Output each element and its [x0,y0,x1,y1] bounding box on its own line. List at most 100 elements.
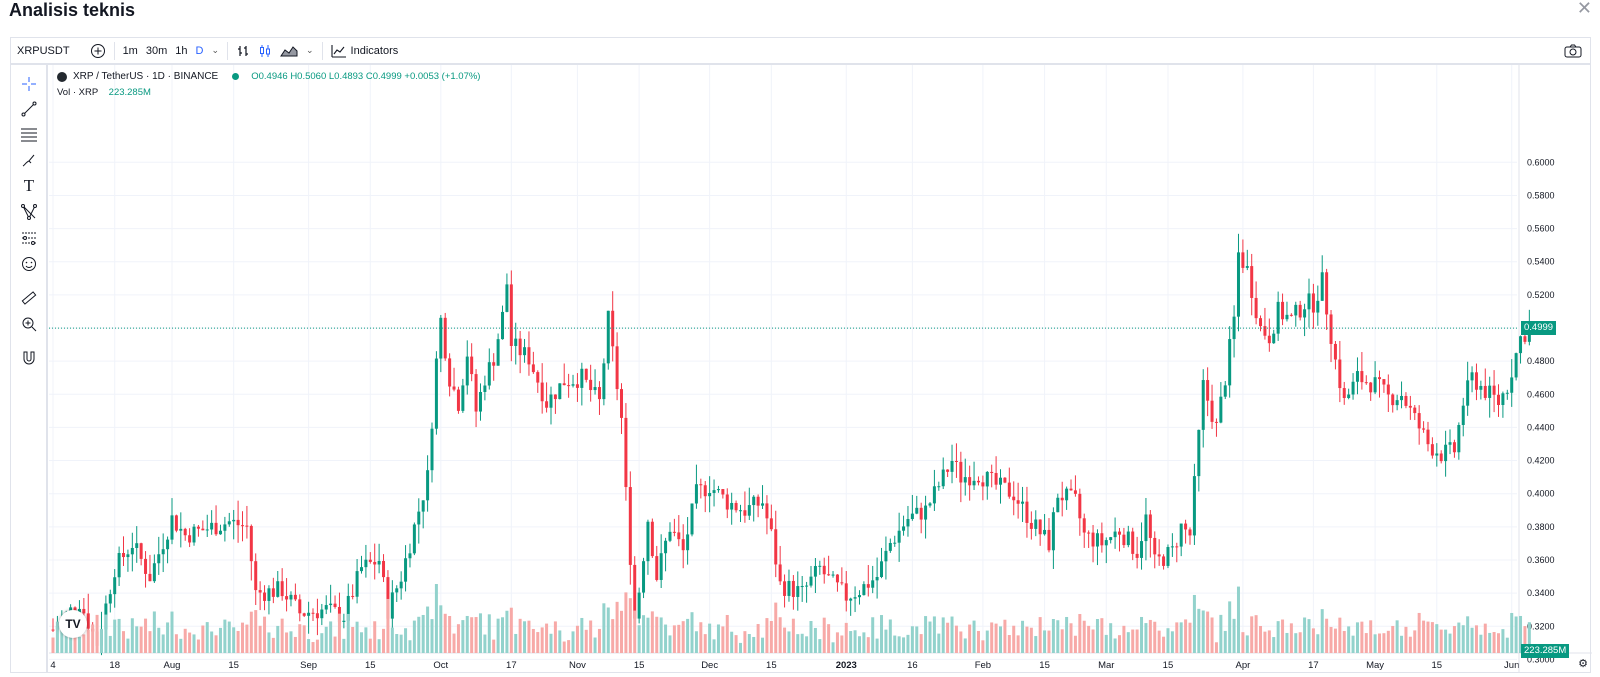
candle-body [1294,304,1298,316]
candles-style-icon[interactable] [254,38,276,63]
x-tick-label: Apr [1235,660,1250,671]
candle-body [1043,529,1047,535]
candle-body [716,489,720,491]
candle-body [1325,272,1329,315]
volume-bar [1175,622,1179,653]
volume-bar [668,635,672,653]
volume-bar [139,626,143,653]
volume-bar [276,625,280,653]
volume-bar [1003,619,1007,653]
volume-bar [196,639,200,653]
area-style-icon[interactable] [276,38,302,63]
candle-body [672,531,676,533]
prediction-icon[interactable] [18,227,40,249]
x-tick-label: 15 [1432,660,1443,671]
chevron-down-icon[interactable]: ⌄ [306,45,314,55]
volume-bar [227,621,231,653]
volume-bar [646,617,650,653]
chart-legend: XRP / TetherUS · 1D · BINANCE O0.4946 H0… [57,71,480,82]
candle-body [1197,429,1201,477]
text-tool-icon[interactable]: T [23,176,35,195]
camera-icon[interactable] [1560,38,1590,63]
brush-icon[interactable] [18,149,40,171]
candle-body [1056,497,1060,513]
candle-body [1364,382,1368,384]
candle-body [271,588,275,597]
volume-bar [1527,622,1531,653]
candle-body [324,605,328,610]
magnet-icon[interactable] [18,347,40,369]
tradingview-logo[interactable]: TV [59,610,87,638]
fib-retracement-icon[interactable] [18,123,40,145]
volume-bar [346,613,350,653]
trend-line-icon[interactable] [18,98,40,120]
indicators-button[interactable]: Indicators [327,38,403,63]
volume-bar [161,634,165,653]
volume-bar [1329,626,1333,653]
volume-bar [1131,629,1135,653]
emoji-icon[interactable] [18,253,40,275]
volume-bar [1461,625,1465,653]
candle-body [703,485,707,497]
interval-1h-button[interactable]: 1h [175,44,188,57]
close-icon[interactable]: ✕ [1576,0,1592,18]
interval-30m-button[interactable]: 30m [145,44,168,57]
volume-bar [787,631,791,653]
volume-bar [1426,621,1430,653]
volume-bar [1192,594,1196,653]
chevron-down-icon[interactable]: ⌄ [211,45,219,55]
candle-body [1474,372,1478,390]
volume-bar [518,618,522,653]
volume-bar [1095,619,1099,653]
volume-bar [289,631,293,653]
candle-body [871,580,875,588]
x-tick-label: 4 [50,660,55,671]
candle-body [267,588,271,601]
ruler-icon[interactable] [18,287,40,309]
volume-bar [461,620,465,653]
crosshair-icon[interactable] [18,73,40,95]
candle-body [210,522,214,530]
volume-bar [1210,617,1214,653]
candle-body [1162,556,1166,566]
x-tick-label: 15 [634,660,645,671]
candle-body [968,477,972,486]
pattern-icon[interactable] [18,201,40,223]
volume-bar [1025,626,1029,653]
volume-bar [1148,619,1152,653]
x-tick-label: Oct [433,660,448,671]
legend-title[interactable]: XRP / TetherUS · 1D · BINANCE [73,71,219,82]
candle-body [937,486,941,488]
chart-pane[interactable]: 0.3000 0.3200 0.3400 0.3600 0.3800 0.4000 0.42… [49,65,1592,672]
candle-body [796,586,800,597]
bars-style-icon[interactable] [232,38,254,63]
candle-body [730,502,734,510]
candle-body [492,362,496,366]
candle-body [1091,532,1095,547]
candle-body [699,484,703,486]
candle-body [382,560,386,578]
symbol-search-button[interactable]: XRPUSDT [17,44,70,57]
interval-1m-button[interactable]: 1m [122,44,138,57]
candle-body [1369,382,1373,393]
y-tick-label: 0.4000 [1527,489,1555,499]
candlestick-chart[interactable]: 0.3000 0.3200 0.3400 0.3600 0.3800 0.4000 0.42… [49,65,1592,672]
volume-bar [1140,616,1144,653]
candle-body [1012,496,1016,501]
market-status-icon [232,73,240,80]
candle-body [659,553,663,580]
candle-body [602,363,606,400]
volume-bar [941,617,945,653]
candle-body [293,594,297,600]
interval-d-button[interactable]: D [195,44,204,57]
candle-body [399,581,403,589]
gear-icon[interactable]: ⚙ [1578,658,1588,670]
candle-body [1179,523,1183,547]
volume-bar [796,634,800,653]
zoom-in-icon[interactable] [18,313,40,335]
volume-bar [968,624,972,653]
compare-add-icon[interactable] [86,38,110,63]
candle-body [346,595,350,621]
volume-bar [505,610,509,653]
volume-bar [1166,628,1170,653]
